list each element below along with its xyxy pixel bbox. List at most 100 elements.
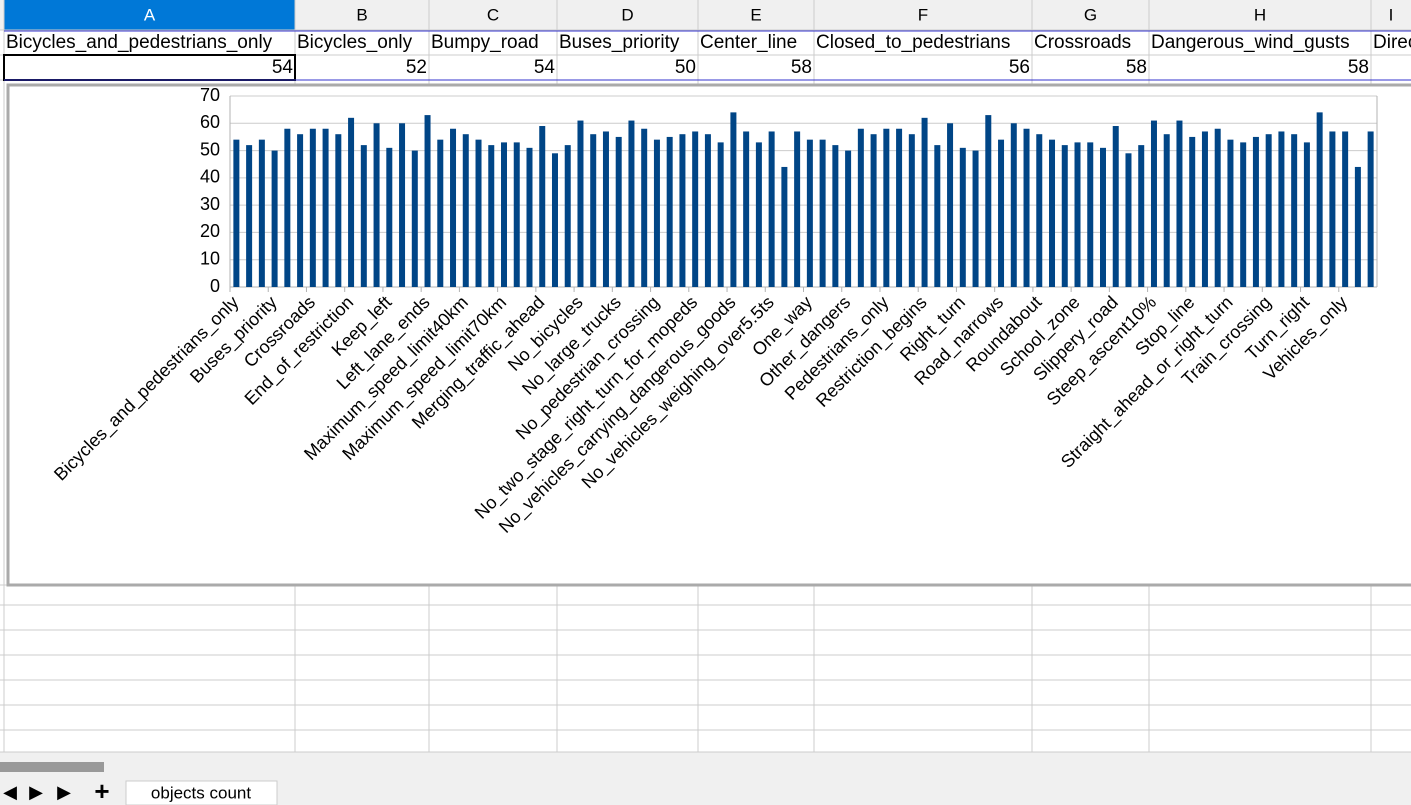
bar [411,150,418,287]
cell: Buses_priority [559,32,680,53]
bar [1240,142,1247,287]
bar [1049,139,1056,287]
bar [309,128,316,287]
bar [450,128,457,287]
scrollbar[interactable] [0,762,104,772]
bar [704,134,711,287]
bar [1010,123,1017,288]
bar [653,139,660,287]
bar [475,139,482,287]
bar [373,123,380,288]
bar [1303,142,1310,287]
bar [768,131,775,287]
cell: 58 [1348,57,1369,78]
bar [1252,136,1259,287]
bar [628,120,635,287]
bar [947,123,954,288]
bar [297,134,304,287]
bar [437,139,444,287]
bar [1112,126,1119,287]
bar [666,136,673,287]
bar [1201,131,1208,287]
column-header: G [1084,5,1097,24]
bar [284,128,291,287]
cell-selection [3,54,296,81]
bar [1367,131,1374,287]
bar [501,142,508,287]
bar [641,128,648,287]
sheet-tab[interactable] [125,780,278,805]
bar [743,131,750,287]
bar [360,145,367,287]
bar [1176,120,1183,287]
bar [845,150,852,287]
bar [819,139,826,287]
bar [781,166,788,287]
bar [959,147,966,287]
cell: 56 [1009,57,1030,78]
y-tick-label: 0 [210,276,220,296]
nav-next[interactable]: ▶ [29,782,43,802]
cell: 58 [1126,57,1147,78]
bar [513,142,520,287]
nav-last[interactable]: ▶ [57,782,71,802]
bar [1074,142,1081,287]
bar [896,128,903,287]
column-header: I [1389,5,1394,24]
bar [424,115,431,287]
bar [1354,166,1361,287]
bar [1163,134,1170,287]
column-header: C [487,5,499,24]
bar [1329,131,1336,287]
bar [1061,145,1068,287]
bar [577,120,584,287]
bar [998,139,1005,287]
cell: Bicycles_only [297,32,413,53]
bar [1087,142,1094,287]
bar [348,117,355,287]
bar [908,134,915,287]
bar [921,117,928,287]
y-tick-label: 20 [200,221,220,241]
bar [564,145,571,287]
column-header: A [144,5,156,24]
bar [692,131,699,287]
sheet-tab-label[interactable]: objects count [151,783,251,802]
nav-first[interactable]: ◀ [3,782,17,802]
bar [934,145,941,287]
cell: Dangerous_wind_gusts [1151,32,1350,53]
cell: Crossroads [1034,32,1131,53]
bar [462,134,469,287]
bar [1138,145,1145,287]
bar [1342,131,1349,287]
bar [730,112,737,287]
y-tick-label: 10 [200,248,220,268]
bar [233,139,240,287]
cell: Closed_to_pedestrians [816,32,1010,53]
bar [551,153,558,287]
bar [717,142,724,287]
bar [1278,131,1285,287]
bar [972,150,979,287]
cell: 54 [272,57,294,78]
y-tick-label: 40 [200,167,220,187]
bar [335,134,342,287]
y-tick-label: 70 [200,85,220,105]
bar [1189,136,1196,287]
bar [794,131,801,287]
column-header: F [918,5,928,24]
add-sheet[interactable]: + [94,776,109,805]
bar [246,145,253,287]
bar [526,147,533,287]
y-tick-label: 50 [200,139,220,159]
cell: Direc [1373,32,1411,53]
y-tick-label: 60 [200,112,220,132]
cell: 50 [675,57,696,78]
bar [870,134,877,287]
bar [985,115,992,287]
cell: Bicycles_and_pedestrians_only [6,32,273,53]
column-header: B [356,5,367,24]
bar [755,142,762,287]
cell: 52 [406,57,427,78]
bar [399,123,406,288]
